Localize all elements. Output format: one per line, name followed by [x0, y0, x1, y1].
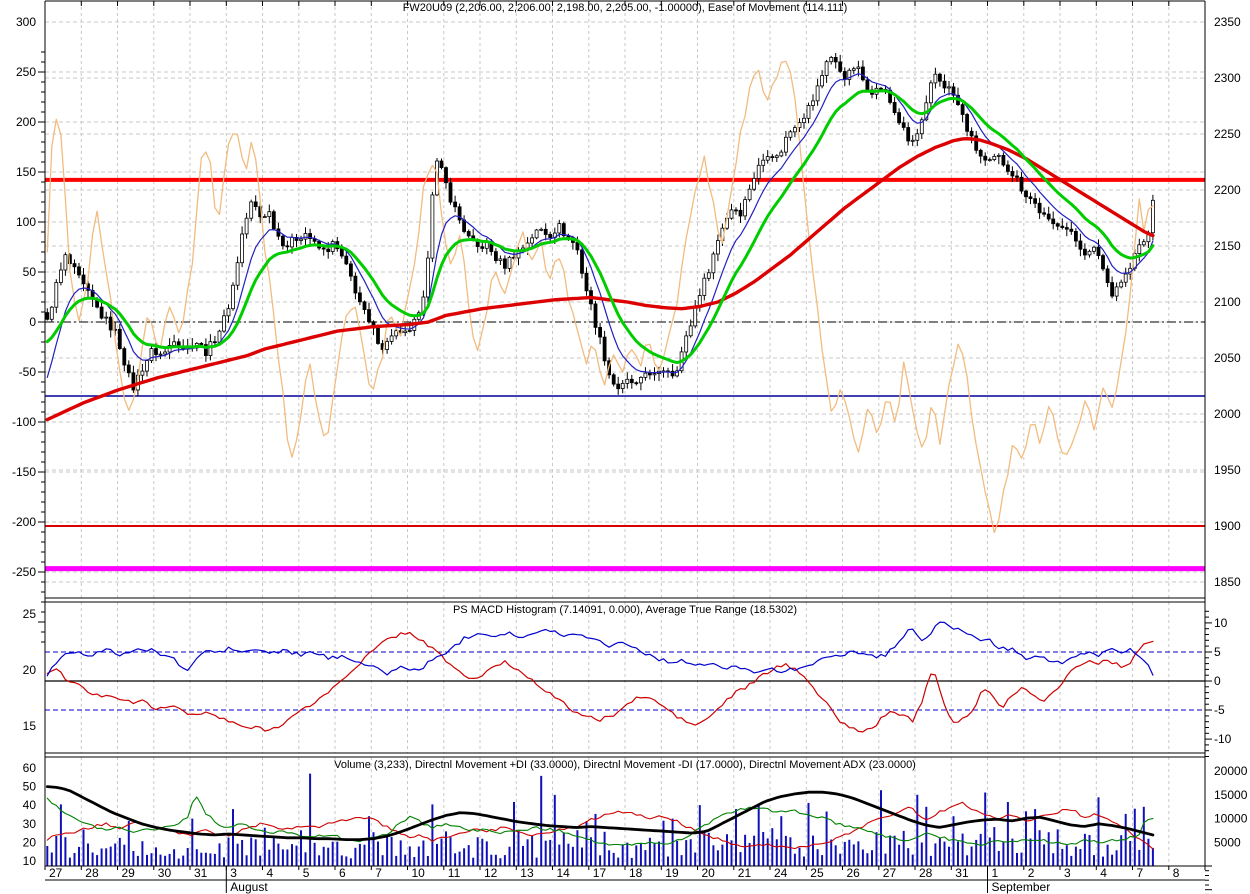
- indicator-panel-title: PS MACD Histogram (7.14091, 0.000), Aver…: [452, 604, 798, 616]
- gridlines-layer: [45, 1, 1205, 866]
- axis-labels-layer: 300250200150100500-50-100-150-200-250235…: [12, 15, 1248, 868]
- date-label: 3: [230, 866, 237, 880]
- volume-left-axis-label: 10: [23, 854, 37, 868]
- volume-panel-title: Volume (3,233), Directnl Movement +DI (3…: [334, 759, 916, 771]
- price-left-axis-label: 100: [16, 215, 36, 229]
- date-label: 28: [919, 866, 933, 880]
- date-label: 11: [448, 866, 461, 880]
- macd-atr-layer: [45, 621, 1205, 733]
- date-label: 10: [412, 866, 426, 880]
- price-right-axis-label: 2200: [1214, 183, 1241, 197]
- date-label: 13: [520, 866, 534, 880]
- date-label: 14: [557, 866, 571, 880]
- price-left-axis-label: -50: [19, 365, 37, 379]
- date-label: 2: [1028, 866, 1035, 880]
- price-right-axis-label: 1900: [1214, 519, 1241, 533]
- indicator-right-axis-label: -10: [1214, 732, 1232, 746]
- date-label: 8: [1173, 866, 1180, 880]
- date-label: 29: [122, 866, 136, 880]
- date-label: 17: [593, 866, 607, 880]
- indicator-right-axis-label: 10: [1214, 616, 1228, 630]
- month-label: August: [230, 880, 268, 894]
- date-label: 19: [665, 866, 679, 880]
- price-right-axis-label: 2150: [1214, 239, 1241, 253]
- date-label: 4: [1100, 866, 1107, 880]
- indicator-right-axis-label: -5: [1214, 703, 1225, 717]
- candles-layer: [45, 53, 1155, 397]
- indicator-right-axis-label: 0: [1214, 674, 1221, 688]
- volume-left-axis-label: 30: [23, 817, 37, 831]
- volume-right-axis-label: 10000: [1214, 812, 1248, 826]
- price-left-axis-label: 200: [16, 115, 36, 129]
- month-label: September: [992, 880, 1051, 894]
- price-left-axis-label: 0: [29, 315, 36, 329]
- date-label: 5: [303, 866, 310, 880]
- emv-layer: [46, 60, 1154, 534]
- indicator-left-axis-label: 20: [23, 663, 37, 677]
- indicator-left-axis-label: 15: [23, 719, 37, 733]
- date-axis-layer: 27 28 29 30 31 3 4 5 6 7 10 11 12 13 14 17 18 19 20 21 24 25 2…: [49, 866, 1180, 894]
- volume-left-axis-label: 40: [23, 798, 37, 812]
- axes-layer: [38, 0, 1212, 894]
- price-right-axis-label: 2300: [1214, 71, 1241, 85]
- date-label: 31: [955, 866, 969, 880]
- volume-layer: [46, 773, 1154, 866]
- volume-left-axis-label: 60: [23, 761, 37, 775]
- date-label: 31: [194, 866, 208, 880]
- date-label: 20: [702, 866, 716, 880]
- volume-right-axis-label: 15000: [1214, 788, 1248, 802]
- date-label: 4: [267, 866, 274, 880]
- date-label: 27: [49, 866, 63, 880]
- date-label: 3: [1064, 866, 1071, 880]
- date-label: 27: [883, 866, 897, 880]
- volume-right-axis-label: 20000: [1214, 764, 1248, 778]
- moving-averages-layer: [45, 73, 1155, 422]
- indicator-right-axis-label: 5: [1214, 645, 1221, 659]
- date-label: 28: [85, 866, 99, 880]
- price-left-axis-label: -150: [12, 465, 36, 479]
- price-right-axis-label: 2100: [1214, 295, 1241, 309]
- date-label: 25: [810, 866, 824, 880]
- price-left-axis-label: -250: [12, 565, 36, 579]
- date-label: 24: [774, 866, 788, 880]
- date-label: 18: [629, 866, 643, 880]
- price-right-axis-label: 2050: [1214, 351, 1241, 365]
- date-label: 26: [847, 866, 861, 880]
- price-left-axis-label: 300: [16, 15, 36, 29]
- date-label: 21: [738, 866, 752, 880]
- date-label: 7: [375, 866, 382, 880]
- price-right-axis-label: 1850: [1214, 575, 1241, 589]
- price-left-axis-label: 50: [23, 265, 37, 279]
- price-left-axis-label: -100: [12, 415, 36, 429]
- dmi-layer: [45, 785, 1155, 850]
- price-left-axis-label: 250: [16, 65, 36, 79]
- date-label: 1: [992, 866, 999, 880]
- price-right-axis-label: 2350: [1214, 15, 1241, 29]
- price-left-axis-label: 150: [16, 165, 36, 179]
- date-label: 7: [1137, 866, 1144, 880]
- price-right-axis-label: 1950: [1214, 463, 1241, 477]
- price-right-axis-label: 2250: [1214, 127, 1241, 141]
- date-label: 30: [158, 866, 172, 880]
- price-left-axis-label: -200: [12, 515, 36, 529]
- volume-left-axis-label: 20: [23, 835, 37, 849]
- price-panel-title: FW20U09 (2,206.00, 2,206.00, 2,198.00, 2…: [402, 2, 848, 14]
- date-label: 12: [484, 866, 498, 880]
- volume-right-axis-label: 5000: [1214, 835, 1241, 849]
- date-label: 6: [339, 866, 346, 880]
- price-right-axis-label: 2000: [1214, 407, 1241, 421]
- volume-left-axis-label: 50: [23, 780, 37, 794]
- indicator-left-axis-label: 25: [23, 607, 37, 621]
- price-hlines-layer: [45, 177, 1205, 572]
